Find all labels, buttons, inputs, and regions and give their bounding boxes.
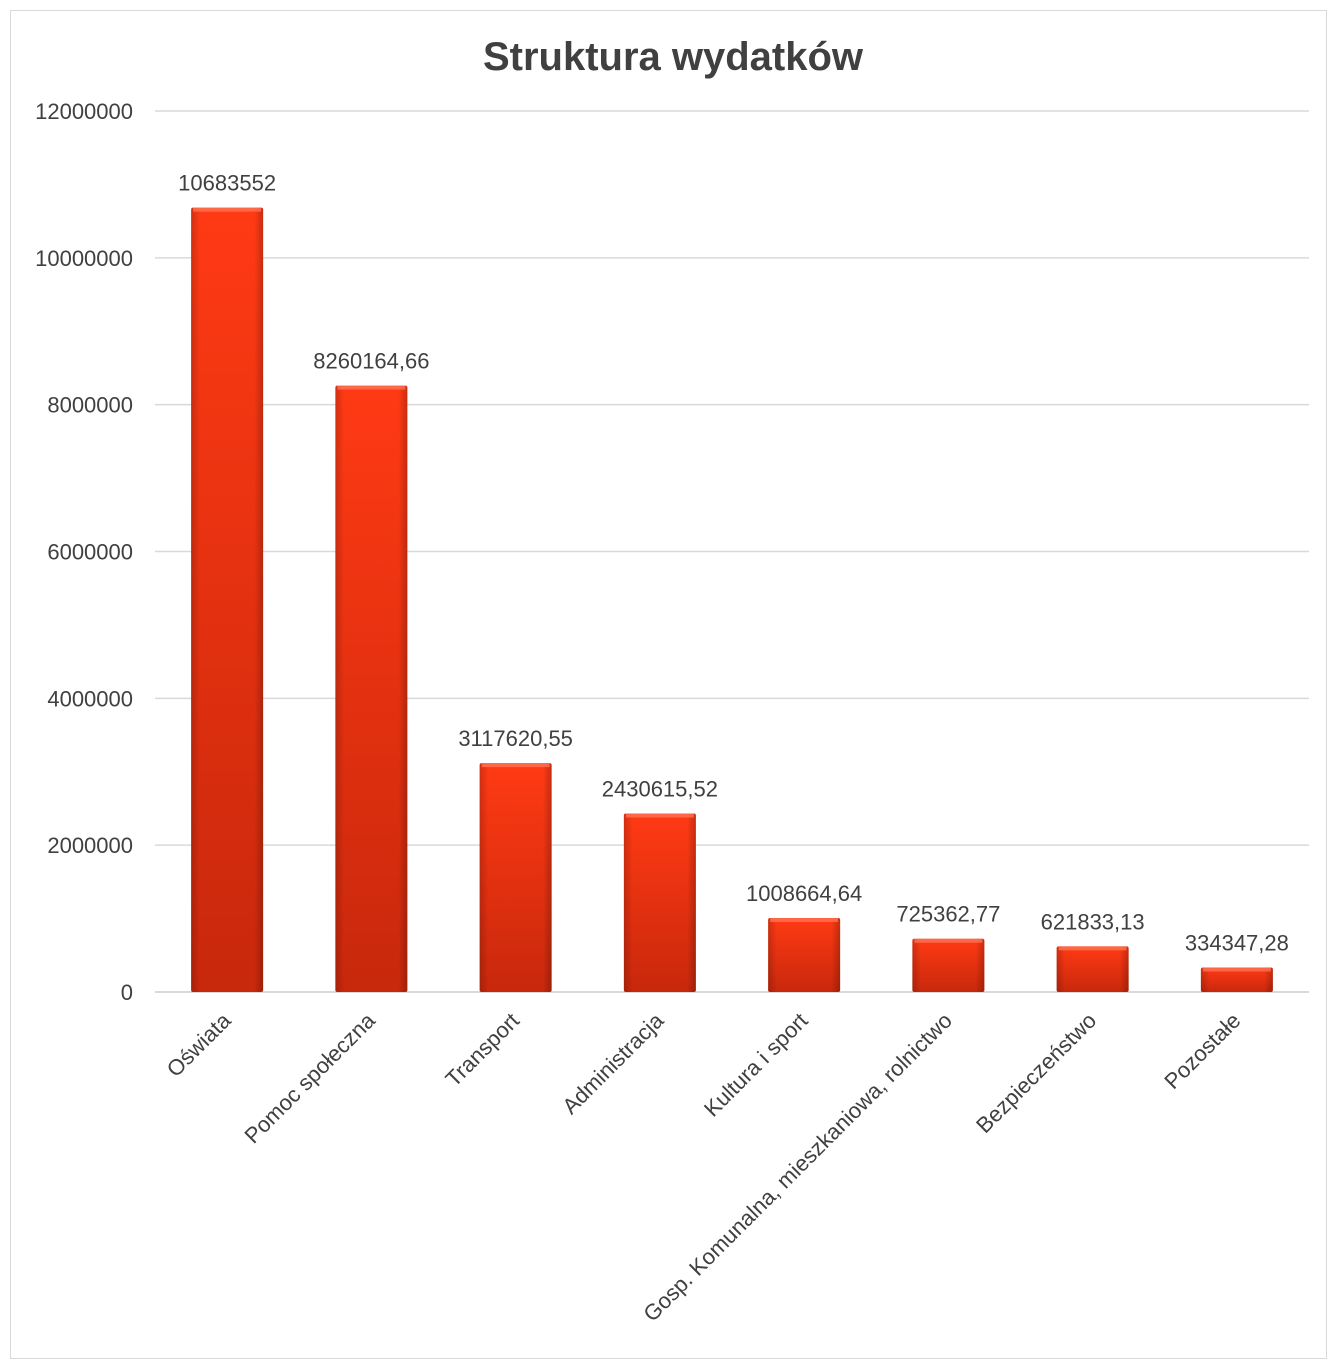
y-tick-label: 8000000 bbox=[47, 393, 133, 418]
data-label: 2430615,52 bbox=[602, 777, 718, 802]
gridlines bbox=[155, 110, 1309, 993]
bar-highlight bbox=[914, 938, 983, 943]
bar-highlight bbox=[1058, 946, 1127, 951]
y-tick-label: 12000000 bbox=[35, 99, 133, 124]
y-tick-label: 10000000 bbox=[35, 246, 133, 271]
y-tick-label: 2000000 bbox=[47, 833, 133, 858]
category-label: Gosp. Komunalna, mieszkaniowa, rolnictwo bbox=[638, 1008, 957, 1327]
category-label: Oświata bbox=[162, 1007, 236, 1081]
bar-shading bbox=[191, 207, 264, 992]
y-tick-label: 4000000 bbox=[47, 686, 133, 711]
category-label: Bezpieczeństwo bbox=[971, 1008, 1101, 1138]
bar bbox=[623, 813, 696, 992]
bars bbox=[191, 207, 1273, 992]
bar-shading bbox=[1056, 946, 1129, 992]
bar bbox=[1056, 946, 1129, 992]
bar-highlight bbox=[770, 917, 839, 922]
category-label: Administracja bbox=[557, 1007, 669, 1119]
y-tick-label: 0 bbox=[121, 980, 133, 1005]
bar-shading bbox=[623, 813, 696, 992]
bar-shading bbox=[912, 938, 985, 992]
bar-shading bbox=[768, 917, 841, 992]
data-label: 725362,77 bbox=[896, 902, 1000, 927]
y-tick-label: 6000000 bbox=[47, 540, 133, 565]
data-label: 1008664,64 bbox=[746, 881, 862, 906]
category-label: Kultura i sport bbox=[699, 1008, 813, 1122]
data-label: 334347,28 bbox=[1185, 930, 1289, 955]
category-labels: Oświata Pomoc społeczna Transport Administr… bbox=[162, 1007, 1246, 1326]
bar-highlight bbox=[1202, 967, 1271, 972]
data-label: 3117620,55 bbox=[458, 726, 573, 751]
bar-highlight bbox=[625, 813, 694, 818]
data-label: 621833,13 bbox=[1041, 909, 1145, 934]
bar bbox=[768, 917, 841, 992]
bar-shading bbox=[335, 385, 408, 992]
bar bbox=[479, 763, 552, 992]
bar-highlight bbox=[481, 763, 550, 768]
chart-title: Struktura wydatków bbox=[483, 35, 864, 79]
category-label: Pozostałe bbox=[1159, 1008, 1245, 1094]
bar bbox=[1200, 967, 1273, 992]
bar-highlight bbox=[337, 385, 406, 390]
bar-shading bbox=[479, 763, 552, 992]
bar bbox=[912, 938, 985, 992]
data-label: 10683552 bbox=[178, 171, 276, 196]
bar-shading bbox=[1200, 967, 1273, 992]
bar-highlight bbox=[193, 207, 262, 212]
category-label: Transport bbox=[440, 1008, 524, 1092]
data-labels: 10683552 8260164,66 3117620,55 2430615,52 10… bbox=[178, 171, 1289, 956]
bar bbox=[335, 385, 408, 992]
y-axis-ticks: 0 2000000 4000000 6000000 8000000 10000000 120… bbox=[35, 99, 133, 1005]
category-label: Pomoc społeczna bbox=[239, 1007, 380, 1148]
bar bbox=[191, 207, 264, 992]
data-label: 8260164,66 bbox=[313, 349, 429, 374]
